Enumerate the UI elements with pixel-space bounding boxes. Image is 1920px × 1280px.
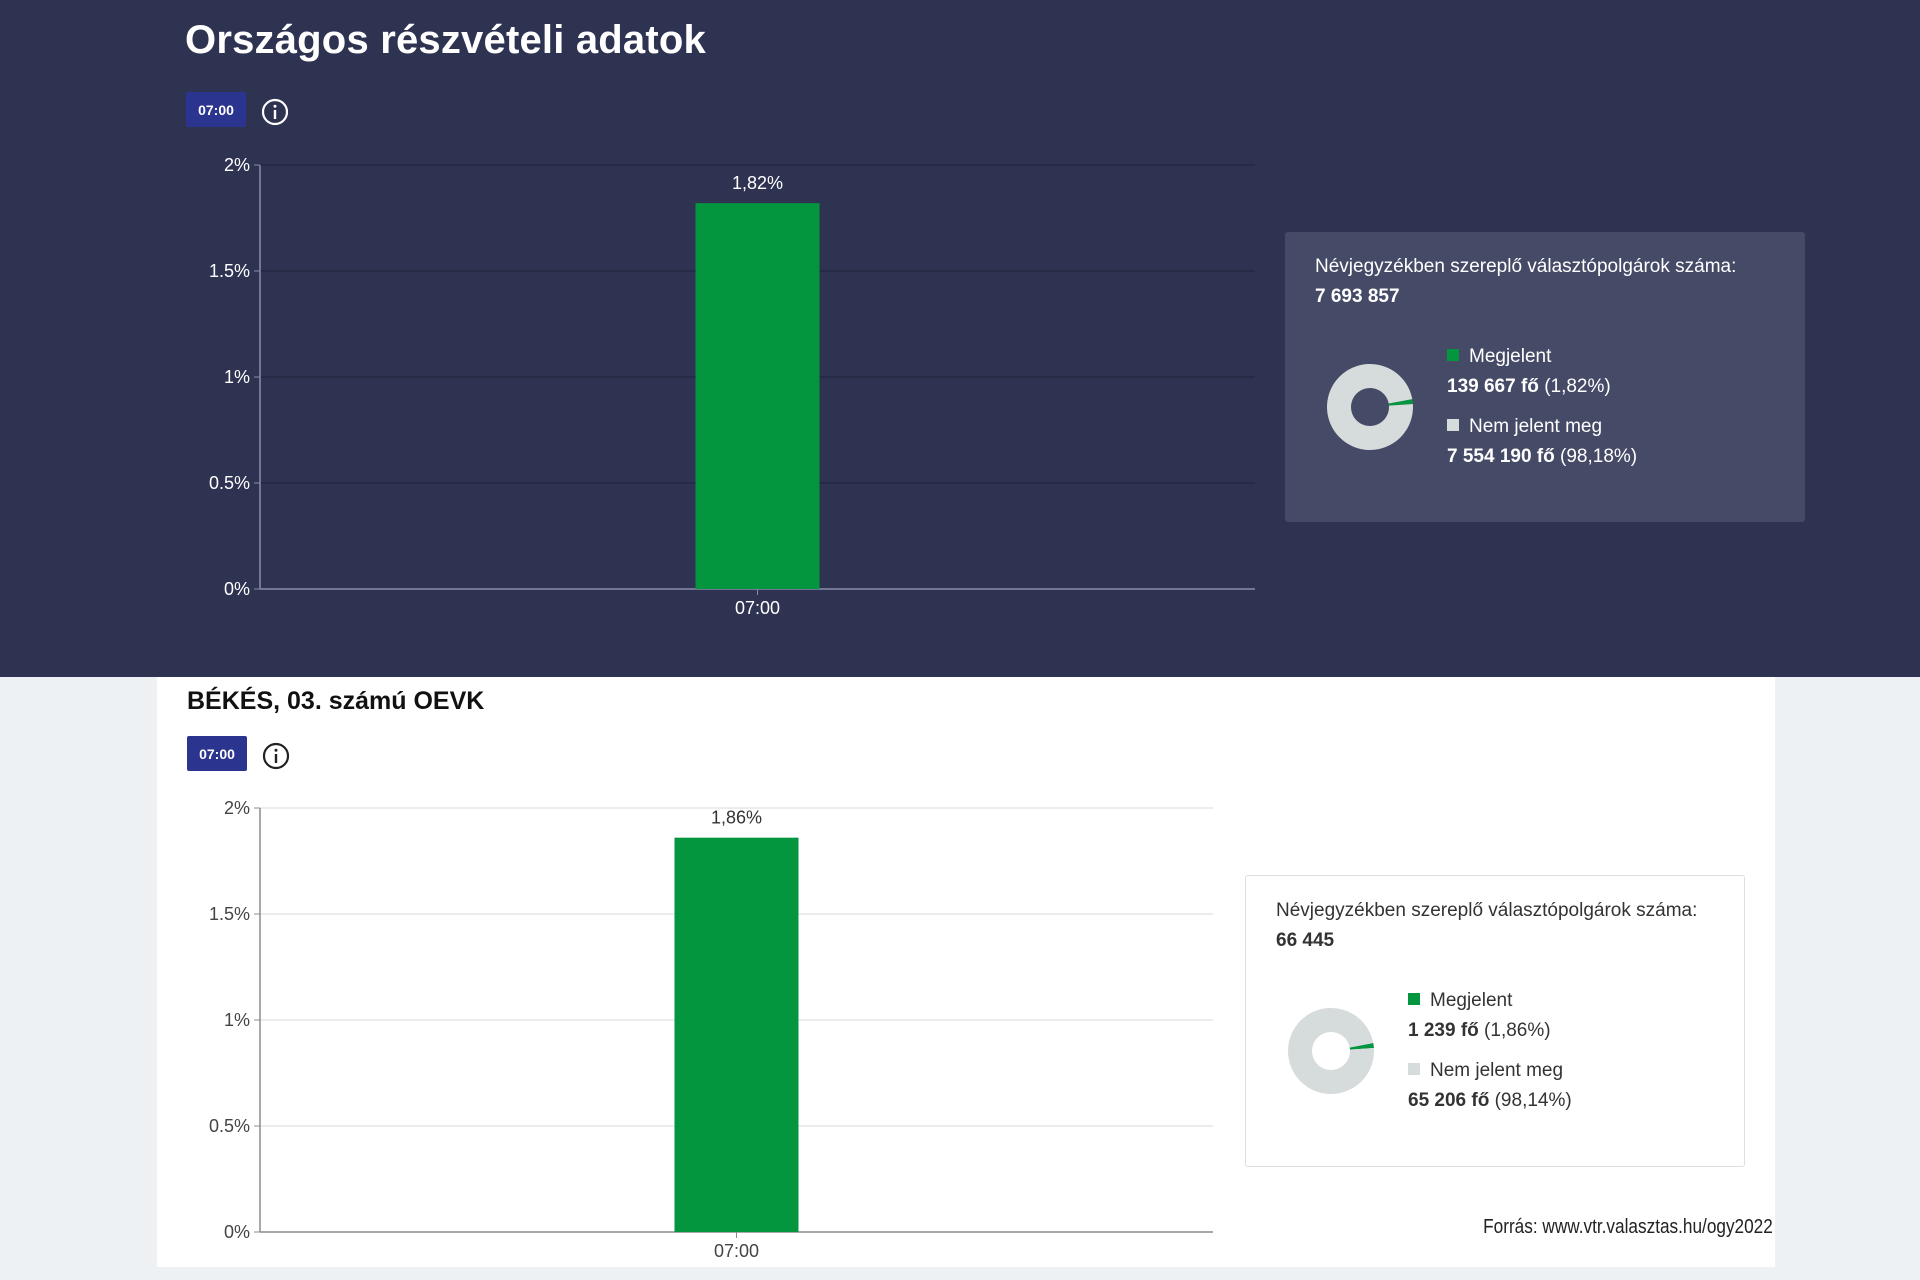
legend-label: Megjelent [1430,990,1513,1011]
time-filter-button[interactable]: 07:00 [187,736,247,771]
y-tick-label: 1% [224,1010,250,1030]
y-tick-label: 2% [224,155,250,175]
absent-swatch [1447,419,1459,431]
appeared-count: 1 239 fő [1408,1020,1479,1041]
bar-data-label: 1,86% [711,808,762,828]
legend-item-appeared: Megjelent [1408,990,1512,1012]
appeared-swatch [1408,993,1420,1005]
district-title: BÉKÉS, 03. számú OEVK [187,687,485,715]
donut-slice-absent [1288,1007,1374,1094]
appeared-count: 139 667 fő [1447,376,1539,397]
registered-voters-total: 66 445 [1276,930,1335,951]
legend-item-absent: Nem jelent meg [1408,1060,1563,1082]
registered-voters-total: 7 693 857 [1315,286,1400,307]
source-note: Forrás: www.vtr.valasztas.hu/ogy2022 [1483,1216,1773,1238]
absent-pct: (98,18%) [1560,446,1638,467]
y-tick-label: 2% [224,798,250,818]
y-tick-label: 1.5% [209,261,250,281]
donut-slice-appeared [1388,399,1413,406]
district-turnout-donut [1288,1007,1374,1094]
y-tick-label: 0.5% [209,473,250,493]
appeared-pct: (1,86%) [1484,1020,1551,1041]
district-turnout-chart: 0% 0.5% 1% 1.5% 2% 1,86% 07:00 [209,798,1213,1261]
district-legend-box: Névjegyzékben szereplő választópolgárok … [1245,875,1745,1167]
appeared-pct: (1,82%) [1544,376,1611,397]
national-turnout-donut [1327,363,1413,450]
info-circle-icon[interactable] [260,97,290,127]
registered-voters-heading: Névjegyzékben szereplő választópolgárok … [1276,900,1698,921]
x-tick-label: 07:00 [714,1241,759,1261]
legend-item-appeared: Megjelent [1447,346,1551,368]
absent-swatch [1408,1063,1420,1075]
legend-label: Megjelent [1469,346,1552,367]
info-circle-icon[interactable] [261,741,291,771]
bar-data-label: 1,82% [732,173,783,193]
appeared-swatch [1447,349,1459,361]
absent-value: 65 206 fő (98,14%) [1408,1090,1572,1112]
donut-slice-absent [1327,363,1413,450]
appeared-value: 1 239 fő (1,86%) [1408,1020,1551,1042]
y-tick-label: 1.5% [209,904,250,924]
page-title: Országos részvételi adatok [185,18,706,62]
y-tick-label: 0.5% [209,1116,250,1136]
absent-value: 7 554 190 fő (98,18%) [1447,446,1637,468]
legend-label: Nem jelent meg [1430,1060,1564,1081]
absent-count: 7 554 190 fő [1447,446,1555,467]
absent-pct: (98,14%) [1494,1090,1572,1111]
bar-07-00 [695,203,820,589]
registered-voters-heading: Névjegyzékben szereplő választópolgárok … [1315,256,1737,277]
y-tick-label: 0% [224,1222,250,1242]
time-filter-button[interactable]: 07:00 [186,92,246,127]
bar-07-00 [674,837,799,1232]
appeared-value: 139 667 fő (1,82%) [1447,376,1611,398]
x-tick-label: 07:00 [735,598,780,618]
national-turnout-chart: 0% 0.5% 1% 1.5% 2% 1,82% 07:00 [209,155,1255,618]
donut-slice-appeared [1349,1043,1374,1050]
national-legend-box: Névjegyzékben szereplő választópolgárok … [1285,232,1805,522]
legend-label: Nem jelent meg [1469,416,1603,437]
legend-item-absent: Nem jelent meg [1447,416,1602,438]
y-tick-label: 1% [224,367,250,387]
y-tick-label: 0% [224,579,250,599]
absent-count: 65 206 fő [1408,1090,1490,1111]
